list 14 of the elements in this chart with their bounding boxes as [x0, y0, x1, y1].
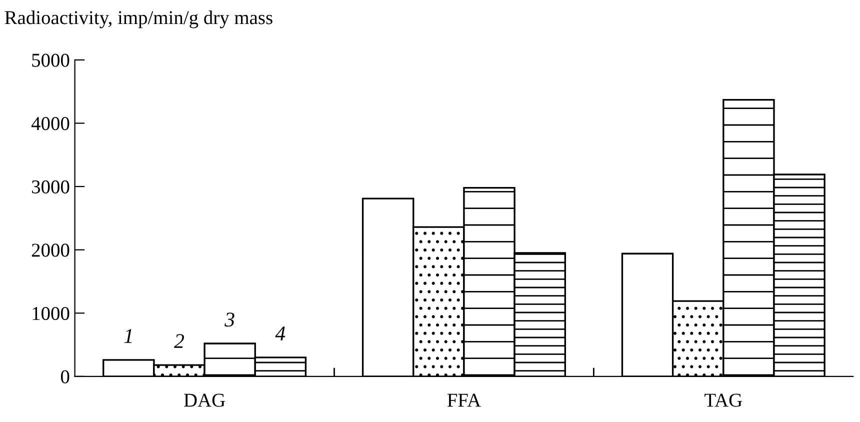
- x-tick-label: TAG: [704, 394, 742, 407]
- series-label: 3: [224, 312, 234, 327]
- y-tick-label: 2000: [32, 244, 70, 257]
- series-label: 2: [174, 334, 184, 348]
- y-tick-label: 0: [60, 370, 70, 384]
- y-tick-label: 1000: [32, 306, 70, 320]
- y-tick-label: 4000: [31, 117, 70, 130]
- series-label: 1: [124, 329, 132, 343]
- x-tick-label: DAG: [184, 394, 225, 407]
- y-tick-label: 5000: [32, 54, 70, 67]
- y-axis-title: Radioactivity, imp/min/g dry mass: [4, 10, 272, 28]
- series-label: 4: [275, 326, 286, 340]
- y-tick-label: 3000: [32, 180, 70, 194]
- x-tick-label: FFA: [447, 394, 481, 407]
